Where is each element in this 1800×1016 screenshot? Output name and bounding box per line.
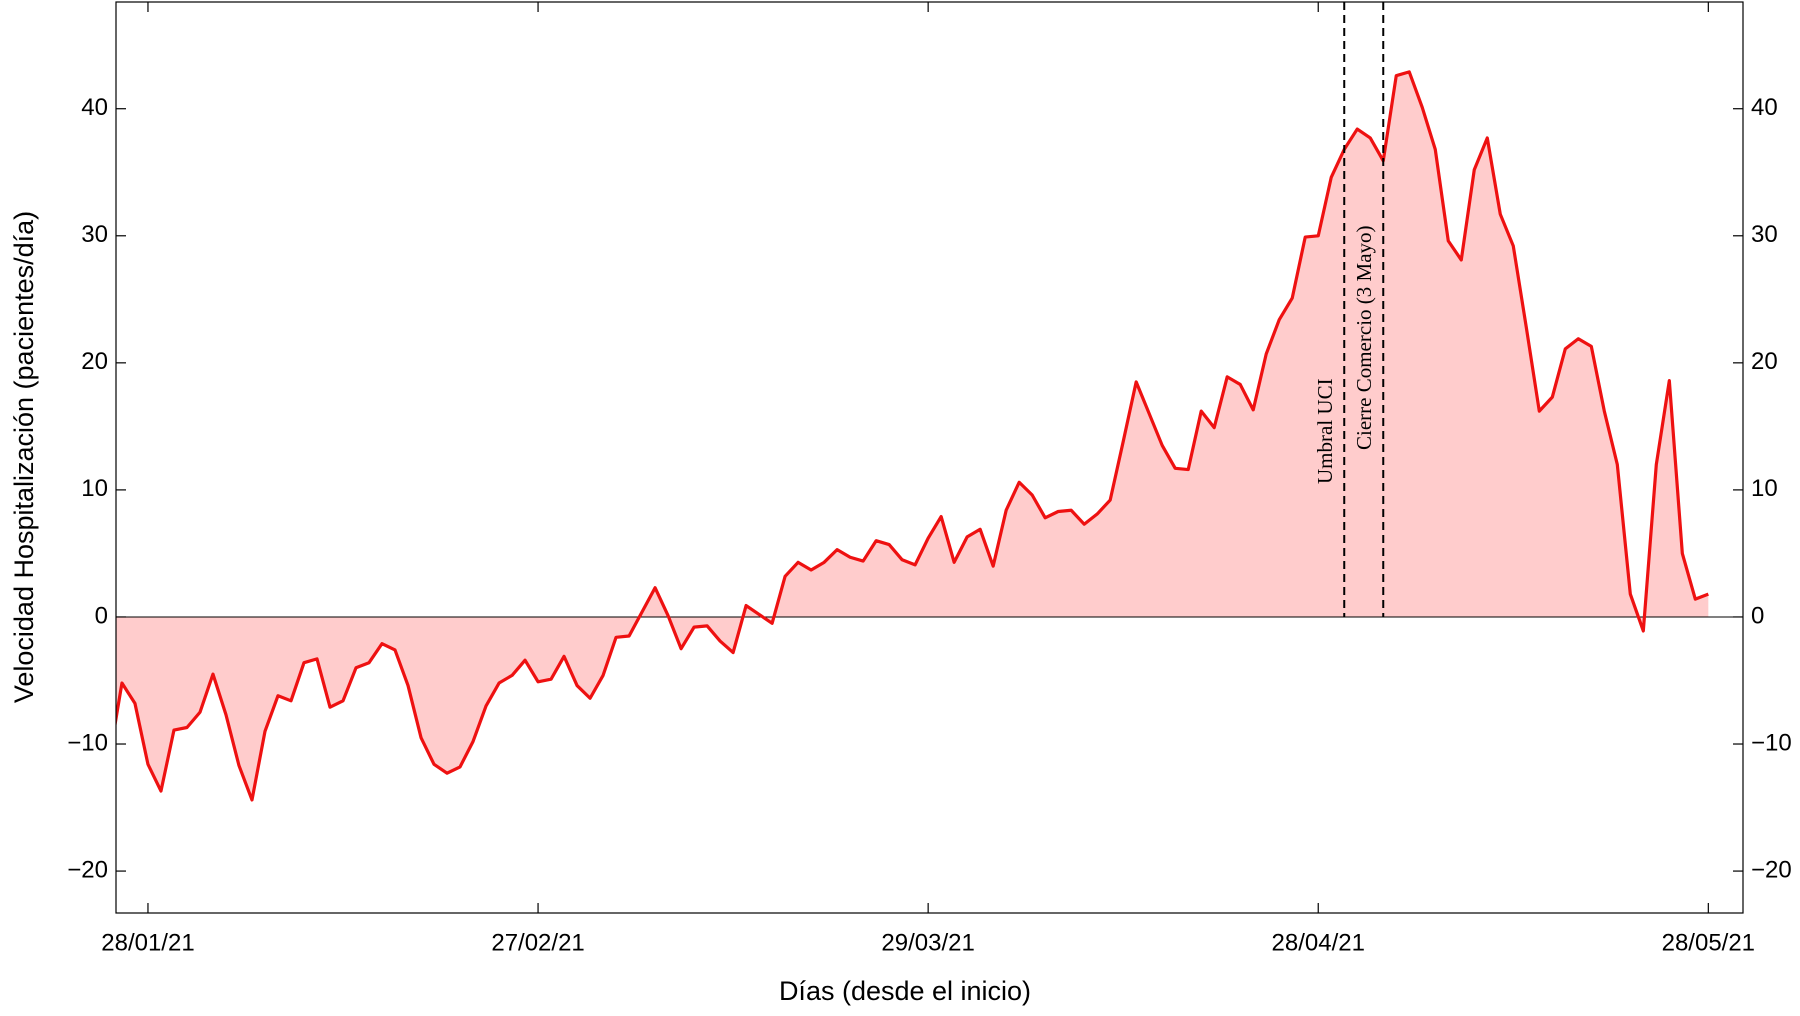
y-tick-label-right: 10 xyxy=(1751,475,1778,502)
plot-frame xyxy=(115,1,1744,914)
y-tick-label: 30 xyxy=(81,221,108,248)
y-tick-label-right: 30 xyxy=(1751,221,1778,248)
x-axis-title: Días (desde el inicio) xyxy=(779,976,1031,1006)
y-tick-label-right: −10 xyxy=(1751,729,1792,756)
area xyxy=(116,71,1709,800)
y-tick-label: 20 xyxy=(81,348,108,375)
x-tick-label: 27/02/21 xyxy=(491,929,584,956)
y-tick-label-right: 0 xyxy=(1751,602,1764,629)
line xyxy=(116,70,1709,802)
y-axis-title: Velocidad Hospitalización (pacientes/día… xyxy=(9,211,39,703)
x-tick-label: 28/05/21 xyxy=(1662,929,1755,956)
x-tick-label: 28/04/21 xyxy=(1272,929,1365,956)
y-tick-label-right: −20 xyxy=(1751,856,1792,883)
annotation-label: Cierre Comercio (3 Mayo) xyxy=(1352,225,1376,450)
y-tick-label-right: 20 xyxy=(1751,348,1778,375)
annotation-label: Umbral UCI xyxy=(1313,378,1337,484)
y-tick-label: 0 xyxy=(95,602,108,629)
y-tick-label: −20 xyxy=(67,856,108,883)
x-tick-label: 28/01/21 xyxy=(101,929,194,956)
y-tick-label: 10 xyxy=(81,475,108,502)
y-tick-label: −10 xyxy=(67,729,108,756)
x-tick-label: 29/03/21 xyxy=(881,929,974,956)
y-tick-label: 40 xyxy=(81,94,108,121)
plot-area xyxy=(116,70,1743,802)
y-tick-label-right: 40 xyxy=(1751,94,1778,121)
